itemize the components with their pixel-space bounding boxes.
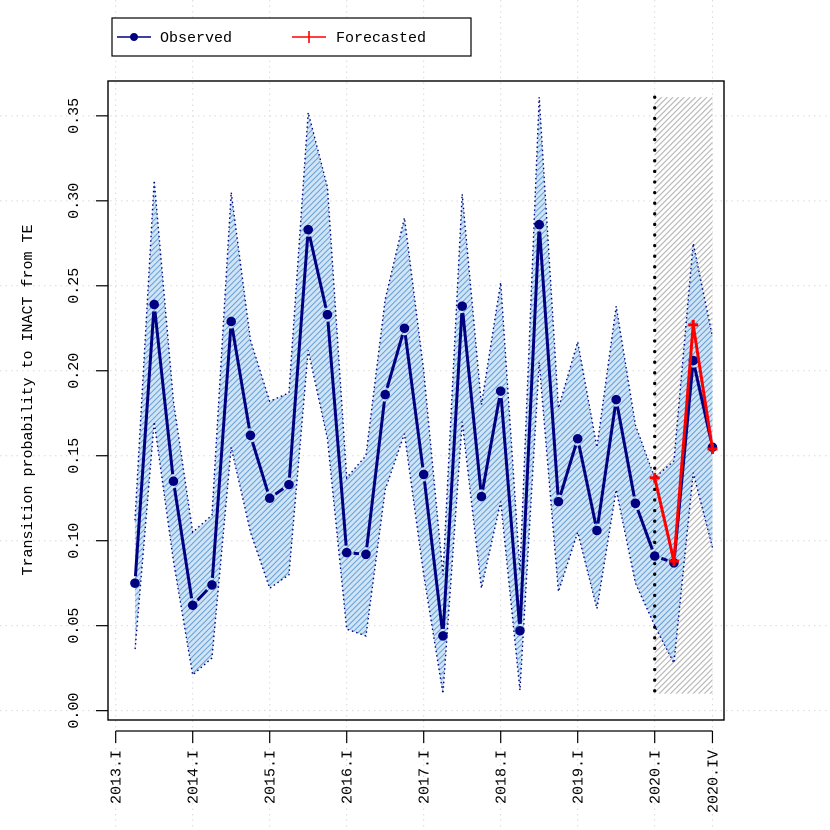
x-tick-label: 2017.I [417, 750, 434, 804]
observed-segment [616, 406, 636, 497]
observed-point [649, 551, 660, 561]
x-tick-label: 2013.I [109, 750, 126, 804]
forecast-point [649, 472, 660, 483]
observed-point [534, 219, 544, 230]
observed-point [399, 323, 410, 334]
observed-segment [577, 445, 597, 524]
observed-segment [274, 487, 285, 496]
observed-segment [499, 398, 521, 624]
x-tick-label: 2016.I [340, 750, 357, 804]
y-tick-label: 0.00 [66, 693, 83, 729]
observed-point [572, 433, 583, 444]
observed-point [303, 224, 314, 235]
observed-segment [660, 556, 668, 562]
observed-point [226, 316, 236, 327]
observed-point [418, 469, 429, 480]
observed-segment [326, 321, 348, 546]
observed-segment [518, 231, 541, 624]
observed-point [149, 299, 159, 310]
observed-point [515, 625, 525, 636]
observed-point [130, 578, 140, 588]
observed-point [341, 547, 352, 558]
observed-point [207, 580, 217, 590]
y-tick-label: 0.30 [66, 183, 83, 219]
observed-segment [559, 444, 578, 496]
legend-observed-label: Observed [160, 30, 232, 47]
observed-point [168, 476, 179, 487]
y-tick-label: 0.35 [66, 98, 83, 134]
forecast-line [653, 324, 714, 562]
observed-point [553, 496, 564, 507]
band-upper-edge [134, 97, 714, 575]
observed-point [380, 389, 391, 400]
observed-segment [173, 487, 194, 599]
observed-point [264, 493, 275, 504]
axes: 0.00 0.05 0.10 0.15 0.20 0.25 0.30 0.35 2013.I 20… [66, 80, 725, 813]
x-tick-label: 2020.IV [705, 750, 722, 813]
observed-point [361, 549, 371, 560]
y-tick-label: 0.15 [66, 438, 83, 474]
observed-segment [636, 509, 654, 550]
observed-point [495, 386, 506, 396]
observed-segment [230, 328, 251, 429]
confidence-band [134, 95, 714, 696]
observed-point [457, 301, 468, 311]
legend-observed-marker [130, 33, 138, 41]
observed-segment [365, 401, 386, 548]
observed-point [611, 394, 621, 405]
x-tick-label: 2015.I [263, 750, 280, 804]
observed-segment [441, 313, 464, 629]
observed-point [592, 525, 602, 536]
x-tick-label: 2020.I [648, 750, 665, 804]
observed-segment [481, 397, 501, 490]
x-tick-label: 2018.I [494, 750, 511, 804]
observed-point [284, 479, 294, 490]
observed-point [630, 498, 641, 509]
observed-segment [461, 312, 483, 490]
y-tick-label: 0.10 [66, 523, 83, 559]
observed-segment [403, 335, 425, 468]
observed-segment [538, 231, 560, 495]
observed-point [322, 309, 333, 320]
series-layer [130, 219, 718, 641]
observed-segment [596, 406, 617, 524]
y-tick-label: 0.05 [66, 608, 83, 644]
y-tick-label: 0.20 [66, 353, 83, 389]
observed-point [438, 631, 448, 641]
y-tick-label: 0.25 [66, 268, 83, 304]
observed-segment [196, 588, 209, 602]
observed-segment [423, 481, 444, 630]
x-tick-label: 2014.I [186, 750, 203, 804]
y-axis-label: Transition probability to INACT from TE [20, 224, 37, 575]
band-fill [134, 97, 713, 694]
observed-segment [287, 236, 310, 478]
observed-segment [385, 334, 404, 389]
forecast-point [688, 319, 699, 330]
legend: Observed Forecasted [111, 17, 472, 57]
observed-segment [133, 311, 156, 577]
observed-point [187, 600, 198, 611]
forecast-point [668, 556, 679, 567]
observed-point [245, 430, 256, 441]
plot-frame [107, 80, 725, 721]
observed-segment [153, 311, 175, 475]
observed-segment [308, 236, 328, 309]
observed-segment [210, 328, 233, 579]
observed-segment [251, 441, 270, 492]
legend-box [111, 17, 472, 57]
observed-point [476, 491, 487, 502]
forecast-point [707, 443, 718, 454]
legend-forecasted-label: Forecasted [336, 30, 426, 47]
x-tick-label: 2019.I [571, 750, 588, 804]
